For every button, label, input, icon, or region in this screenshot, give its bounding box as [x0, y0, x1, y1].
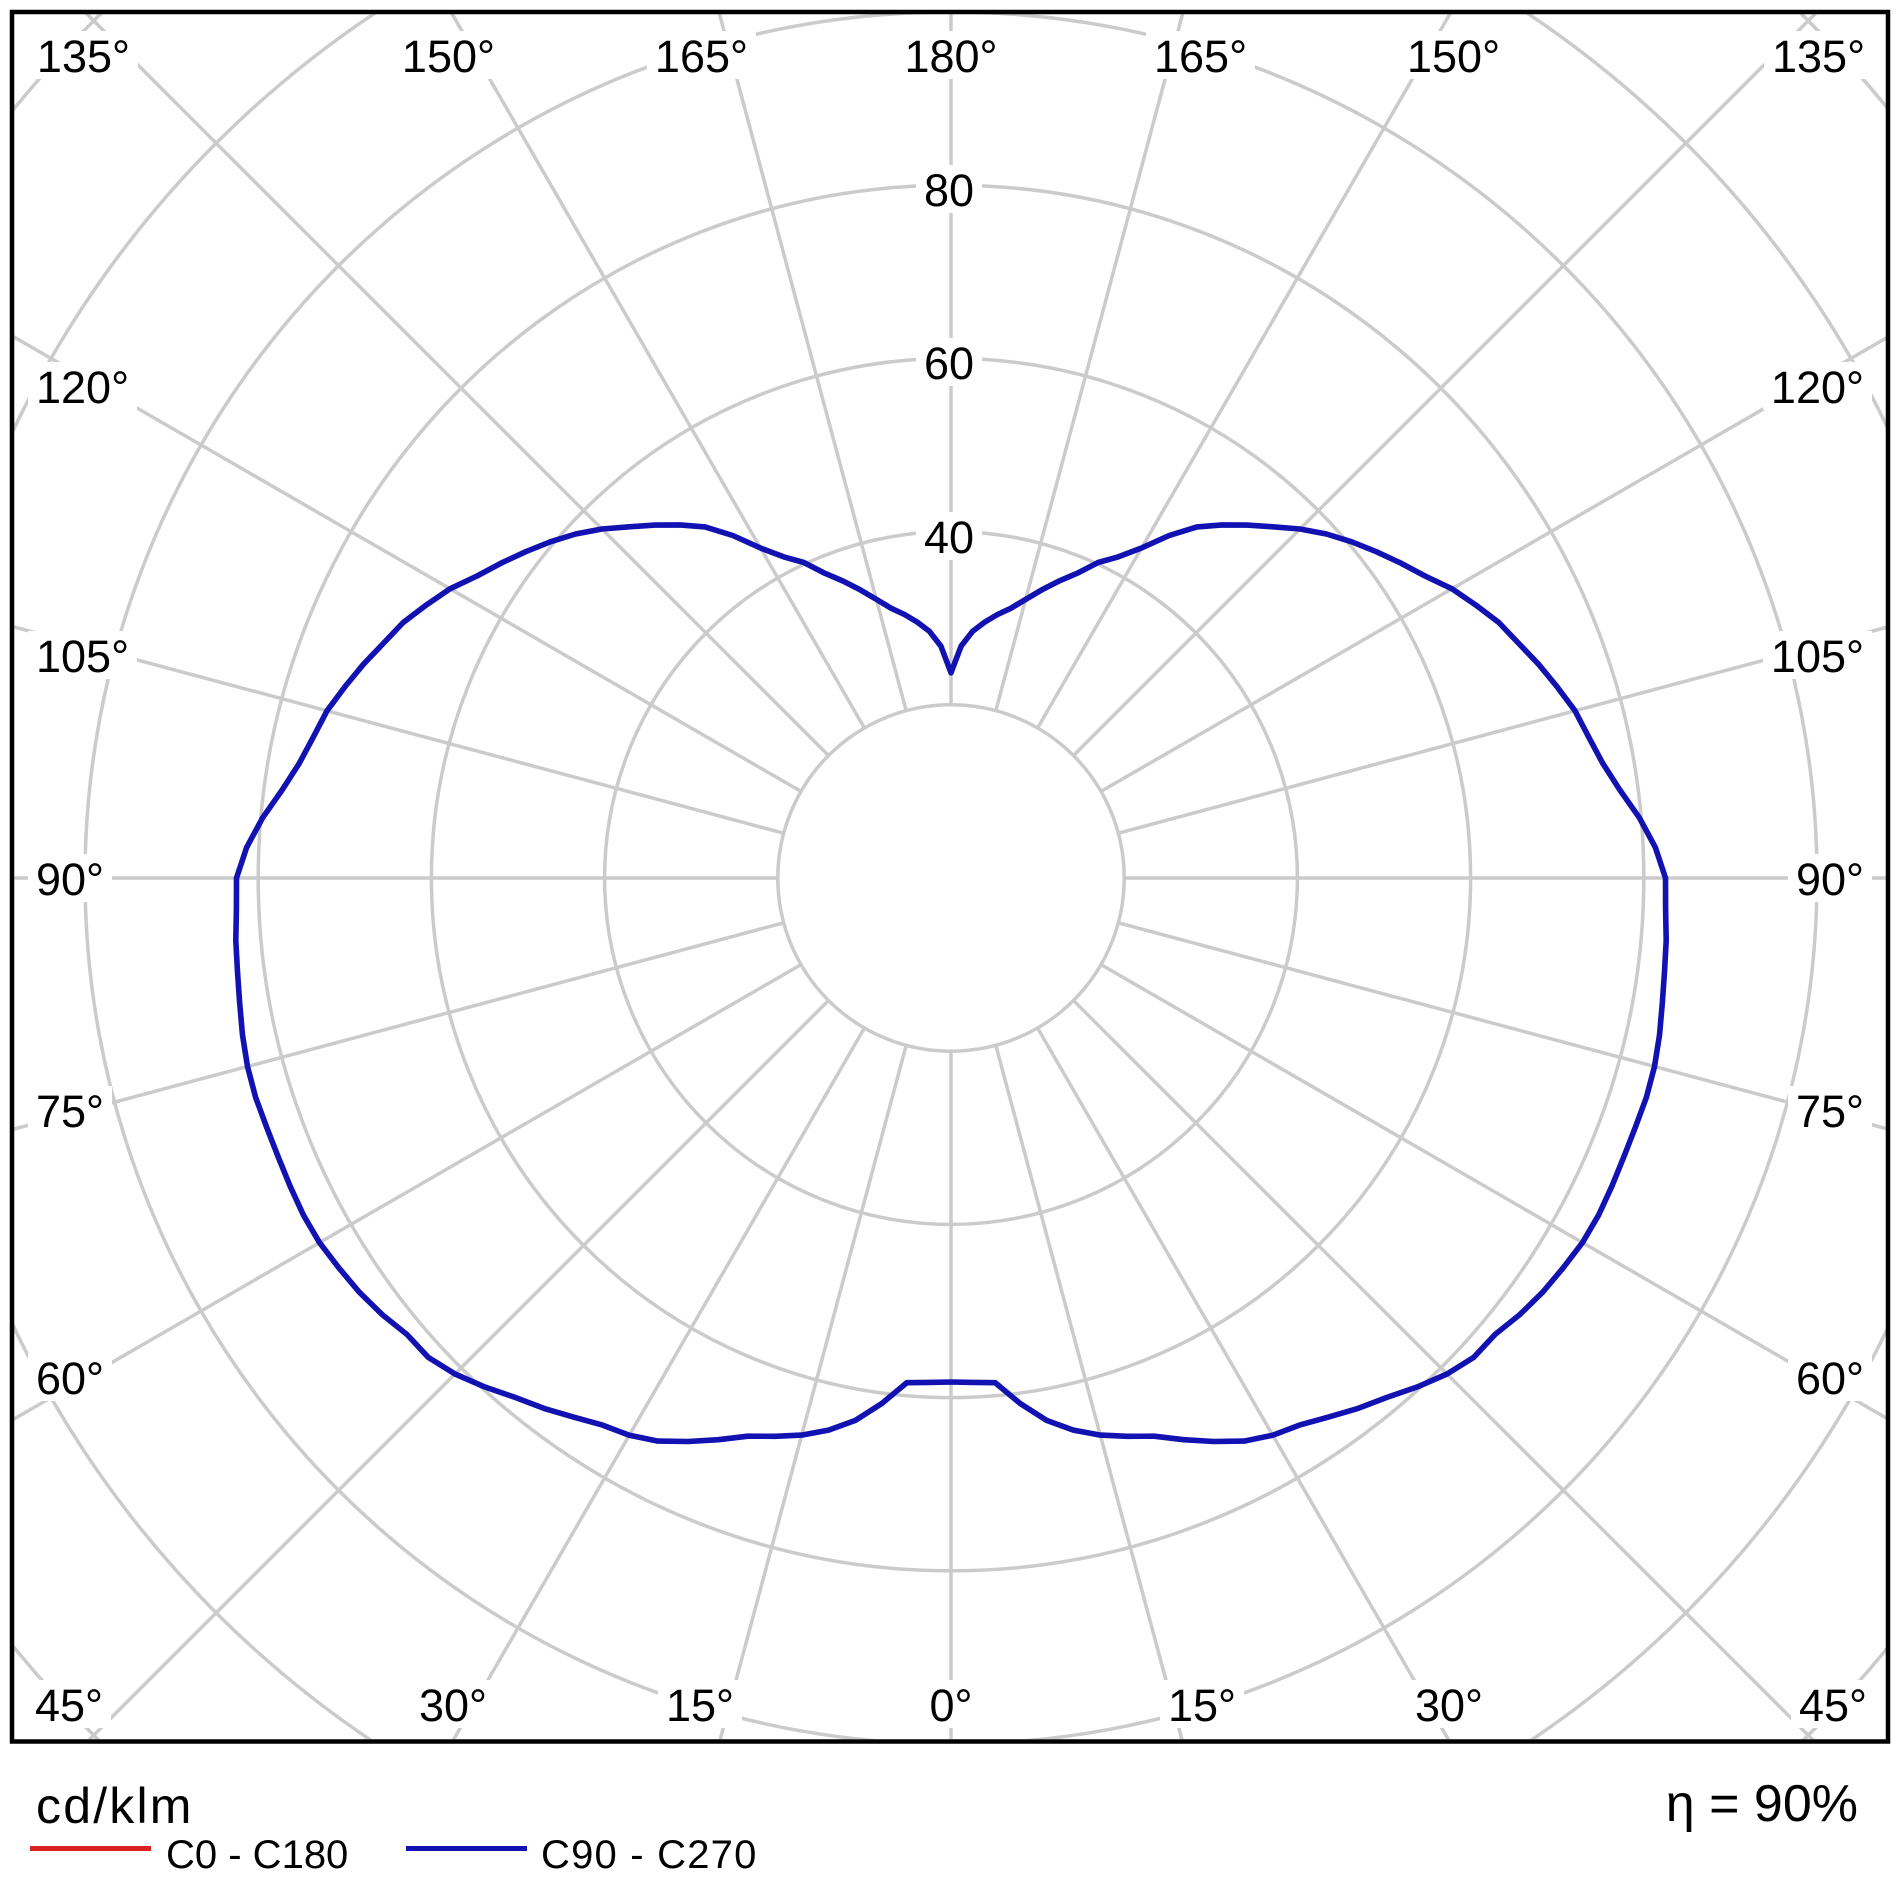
svg-text:105°: 105° — [1771, 631, 1864, 682]
svg-text:165°: 165° — [655, 31, 748, 82]
svg-text:45°: 45° — [35, 1680, 103, 1731]
svg-text:15°: 15° — [666, 1680, 734, 1731]
svg-text:150°: 150° — [1407, 31, 1500, 82]
svg-text:120°: 120° — [1771, 362, 1864, 413]
svg-text:40: 40 — [924, 512, 974, 563]
svg-text:80: 80 — [924, 165, 974, 216]
svg-text:180°: 180° — [904, 31, 997, 82]
svg-text:90°: 90° — [36, 854, 104, 905]
svg-text:75°: 75° — [36, 1086, 104, 1137]
svg-text:30°: 30° — [1415, 1680, 1483, 1731]
svg-text:135°: 135° — [37, 31, 130, 82]
svg-text:60°: 60° — [36, 1353, 104, 1404]
svg-text:105°: 105° — [36, 631, 129, 682]
svg-text:C0 - C180: C0 - C180 — [166, 1833, 348, 1877]
svg-text:60: 60 — [924, 338, 974, 389]
svg-text:75°: 75° — [1796, 1086, 1864, 1137]
svg-text:60°: 60° — [1796, 1353, 1864, 1404]
svg-text:0°: 0° — [929, 1680, 972, 1731]
svg-text:45°: 45° — [1799, 1680, 1867, 1731]
svg-text:cd/klm: cd/klm — [36, 1778, 194, 1834]
svg-text:15°: 15° — [1168, 1680, 1236, 1731]
svg-text:150°: 150° — [402, 31, 495, 82]
svg-text:165°: 165° — [1154, 31, 1247, 82]
svg-text:135°: 135° — [1772, 31, 1865, 82]
svg-text:C90 - C270: C90 - C270 — [541, 1833, 758, 1877]
svg-text:90°: 90° — [1796, 854, 1864, 905]
svg-text:120°: 120° — [36, 362, 129, 413]
svg-text:30°: 30° — [419, 1680, 487, 1731]
svg-text:η = 90%: η = 90% — [1666, 1775, 1858, 1833]
